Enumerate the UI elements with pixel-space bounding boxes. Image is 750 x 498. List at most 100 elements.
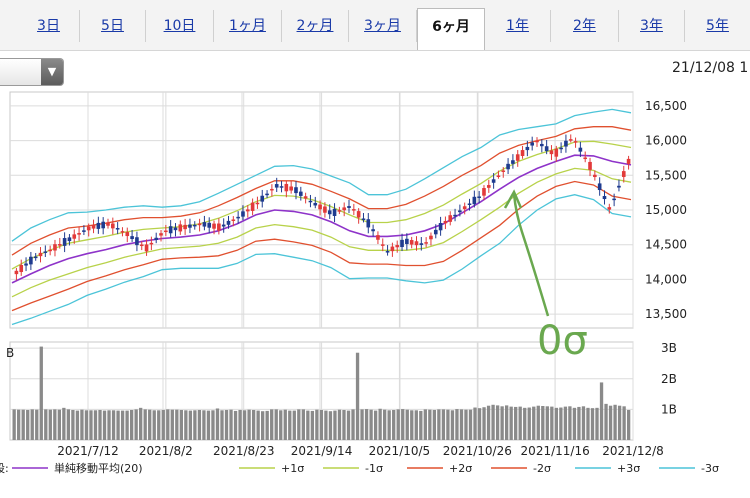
volume-bar	[342, 409, 346, 440]
volume-bar	[211, 410, 215, 440]
tab-1m[interactable]: 1ヶ月	[214, 10, 282, 42]
volume-bar	[523, 407, 527, 440]
tab-3y[interactable]: 3年	[619, 10, 685, 42]
tab-2m[interactable]: 2ヶ月	[282, 10, 349, 42]
line-minus3	[11, 194, 632, 326]
candle-body	[530, 142, 534, 146]
candle-body	[342, 207, 347, 211]
volume-bar	[432, 409, 437, 440]
indicator-select[interactable]: ▼	[0, 58, 64, 86]
candle-body	[212, 223, 216, 229]
volume-bar	[143, 409, 147, 440]
tab-10d[interactable]: 10日	[146, 10, 214, 42]
chevron-down-icon[interactable]: ▼	[41, 59, 63, 85]
legend-item: -1σ	[365, 462, 383, 475]
candle-body	[578, 147, 583, 152]
candle-body	[376, 235, 380, 240]
volume-bar	[626, 409, 631, 440]
tab-3d[interactable]: 3日	[18, 10, 80, 42]
volume-bar	[617, 405, 622, 440]
date-axis: 2021/7/12 2021/8/2 2021/8/23 2021/9/14 2021/…	[57, 444, 664, 458]
volume-bar	[401, 409, 405, 440]
candle-body	[144, 244, 149, 252]
candle-body	[453, 214, 457, 217]
annotation-arrow	[512, 193, 550, 317]
candle-body	[361, 218, 366, 220]
volume-bar	[550, 406, 554, 440]
candle-body	[405, 238, 409, 244]
candle-body	[192, 224, 197, 227]
candle-body	[496, 175, 501, 178]
candle-body	[380, 244, 385, 246]
volume-bar	[53, 409, 57, 440]
volume-bar	[419, 410, 423, 440]
candle-body	[14, 270, 19, 275]
line-plus1	[11, 140, 632, 270]
volume-bar	[206, 410, 211, 440]
volume-bar	[89, 410, 93, 440]
candle-body	[159, 233, 163, 236]
volume-bar	[193, 410, 197, 440]
volume-bar	[48, 409, 52, 440]
volume-bar	[527, 407, 531, 440]
legend-item: 単純移動平均(20)	[54, 461, 143, 475]
volume-bar	[251, 409, 256, 440]
candle-body	[607, 207, 612, 210]
volume-bar	[202, 410, 206, 440]
tab-3m[interactable]: 3ヶ月	[349, 10, 417, 42]
volume-bar	[324, 410, 328, 440]
candle-body	[535, 140, 539, 143]
candle-body	[482, 188, 486, 196]
candle-body	[554, 148, 559, 157]
candle-body	[390, 246, 395, 252]
volume-bar	[604, 403, 608, 440]
volume-bar	[157, 410, 161, 440]
price-tick-label: 14,500	[645, 238, 687, 252]
candle-body	[183, 224, 187, 230]
volume-bar	[261, 411, 265, 440]
date-label: 21/12/08 1	[672, 60, 749, 76]
candle-body	[395, 245, 400, 248]
tab-5y[interactable]: 5年	[706, 18, 729, 34]
line-plus3	[11, 108, 632, 242]
tab-6m[interactable]: 6ヶ月	[417, 8, 485, 50]
candle-body	[588, 161, 592, 170]
tab-2y[interactable]: 2年	[551, 10, 619, 42]
price-tick-label: 15,500	[645, 168, 687, 182]
volume-bar	[315, 409, 319, 440]
candle-body	[217, 223, 221, 231]
legend-item: -2σ	[533, 462, 551, 475]
candle-body	[347, 206, 351, 208]
volume-bar	[364, 409, 369, 440]
volume-axis: 3B 2B 1B	[661, 341, 677, 416]
candle-body	[270, 188, 274, 191]
annotation: 0σ	[503, 189, 588, 364]
volume-bar	[35, 409, 39, 440]
volume-bar	[129, 409, 134, 440]
volume-bar	[509, 406, 513, 440]
volume-bar	[410, 410, 414, 440]
candle-body	[29, 256, 33, 265]
volume-bar	[613, 404, 617, 440]
candle-body	[559, 147, 563, 150]
candle-body	[236, 216, 240, 219]
candle-body	[139, 244, 144, 247]
volume-bar	[491, 404, 495, 440]
volume-bar	[17, 409, 21, 440]
candle-body	[583, 157, 588, 160]
tab-5d[interactable]: 5日	[80, 10, 146, 42]
volume-bar	[319, 409, 324, 440]
volume-bar	[468, 409, 473, 440]
volume-bar	[514, 406, 518, 440]
candle-body	[424, 242, 428, 244]
candle-body	[91, 225, 96, 229]
candle-body	[86, 226, 91, 231]
candle-body	[115, 228, 120, 230]
line-minus2	[11, 180, 632, 312]
candle-body	[149, 242, 154, 245]
legend-item: +1σ	[281, 462, 304, 475]
tab-1y[interactable]: 1年	[485, 10, 551, 42]
volume-bar	[328, 411, 333, 440]
candle-body	[544, 146, 549, 152]
